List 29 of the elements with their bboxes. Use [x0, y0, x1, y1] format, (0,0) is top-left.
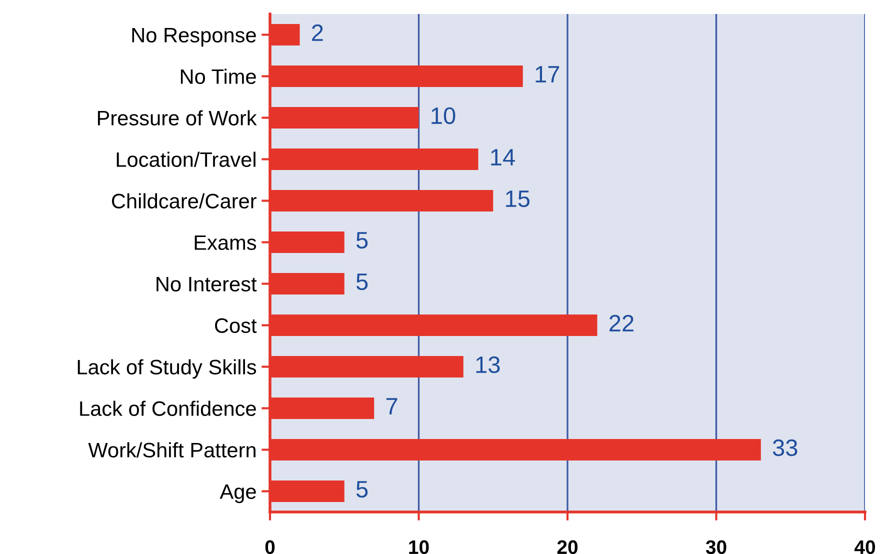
y-tick-label: No Response — [132, 28, 256, 47]
x-tick-label: 10 — [409, 540, 429, 554]
data-label: 14 — [491, 149, 515, 166]
y-tick-label: Lack of Confidence — [80, 400, 256, 416]
y-tick-label: Pressure of Work — [98, 110, 257, 126]
y-tick-label: Exams — [194, 235, 256, 250]
data-label: 15 — [506, 190, 530, 208]
data-label: 5 — [356, 481, 368, 498]
data-label: 5 — [356, 274, 368, 290]
data-label: 17 — [536, 66, 560, 82]
y-tick-label: Age — [220, 484, 256, 504]
y-tick-label: Lack of Study Skills — [78, 359, 256, 379]
y-tick-label: No Interest — [156, 276, 257, 292]
y-tick-label: Childcare/Carer — [112, 193, 256, 209]
data-label: 2 — [312, 24, 323, 41]
y-tick-label: Location/Travel — [116, 152, 256, 168]
data-label: 22 — [610, 314, 634, 332]
y-tick-label: Cost — [215, 318, 257, 334]
x-tick-label: 40 — [854, 540, 876, 554]
y-tick-label: No Time — [180, 68, 256, 84]
data-label: 10 — [432, 107, 456, 124]
data-label: 13 — [476, 356, 500, 374]
x-tick-label: 30 — [706, 540, 726, 554]
data-label: 7 — [386, 398, 398, 414]
data-label: 5 — [356, 232, 368, 249]
data-label: 33 — [772, 439, 798, 456]
x-tick-label: 0 — [265, 540, 275, 554]
x-tick-label: 20 — [557, 540, 578, 554]
y-tick-label: Work/Shift Pattern — [88, 442, 256, 458]
